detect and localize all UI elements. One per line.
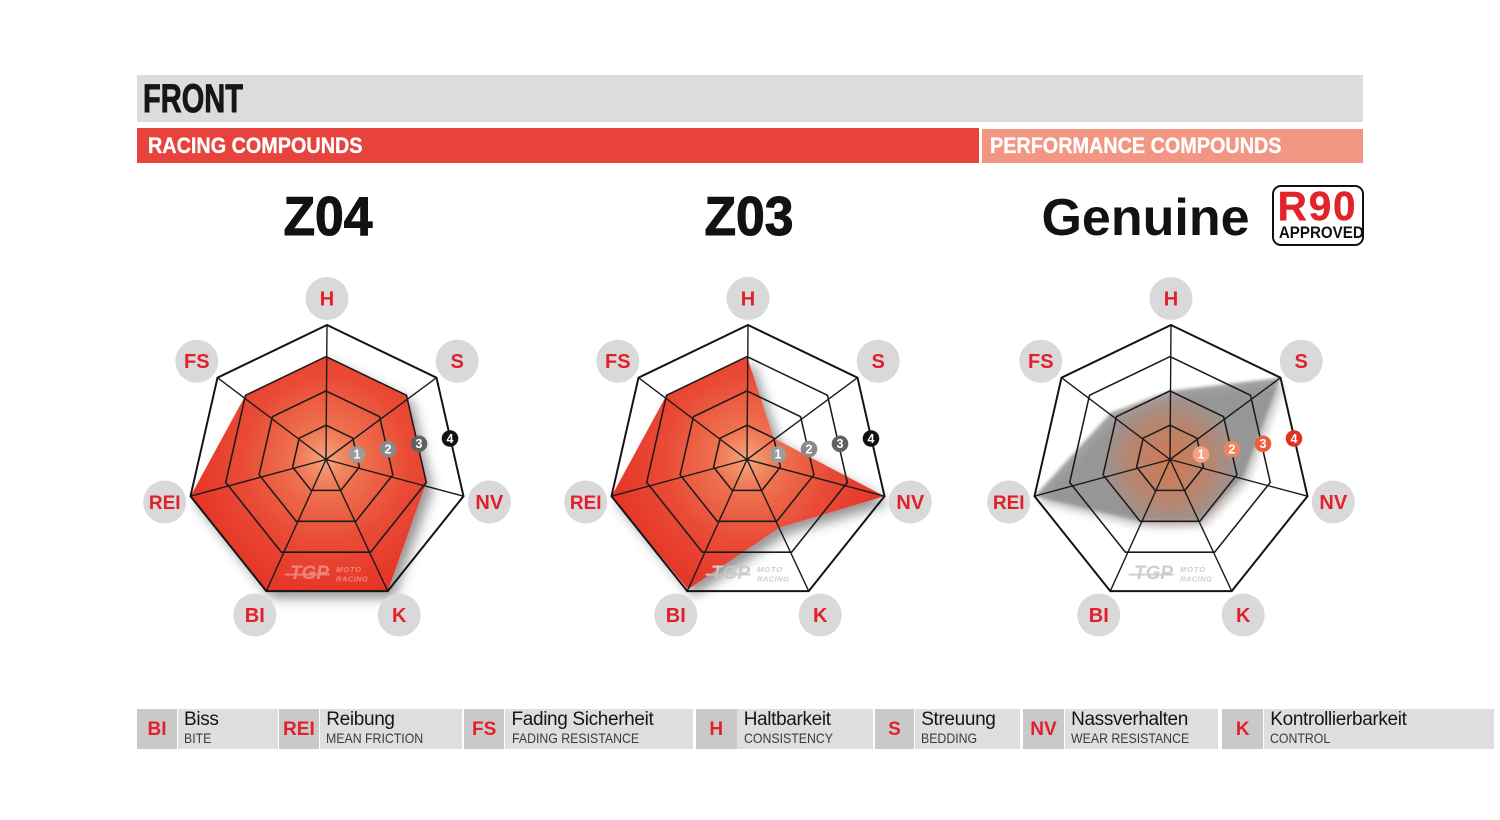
svg-text:1: 1 (354, 447, 361, 461)
svg-text:H: H (320, 288, 334, 310)
svg-text:2: 2 (806, 442, 813, 456)
svg-text:NV: NV (896, 492, 924, 514)
svg-text:BI: BI (666, 605, 686, 627)
svg-text:NV: NV (1319, 492, 1347, 514)
svg-text:4: 4 (1290, 431, 1297, 445)
svg-text:BI: BI (245, 605, 265, 627)
svg-text:RACING: RACING (1180, 574, 1212, 583)
svg-text:TGP: TGP (1134, 563, 1173, 584)
svg-text:FS: FS (1028, 351, 1054, 373)
svg-text:H: H (741, 288, 755, 310)
svg-text:MOTO: MOTO (1180, 565, 1206, 574)
svg-text:K: K (813, 605, 828, 627)
svg-text:TGP: TGP (290, 563, 329, 584)
svg-text:NV: NV (475, 492, 503, 514)
svg-text:2: 2 (1228, 442, 1235, 456)
svg-text:K: K (1236, 605, 1251, 627)
svg-text:S: S (872, 351, 885, 373)
svg-text:FS: FS (605, 351, 631, 373)
svg-text:MOTO: MOTO (757, 565, 783, 574)
svg-text:TGP: TGP (711, 563, 750, 584)
svg-text:MOTO: MOTO (336, 565, 362, 574)
svg-text:REI: REI (993, 493, 1025, 514)
svg-text:K: K (392, 605, 407, 627)
svg-text:3: 3 (837, 437, 844, 451)
svg-text:S: S (1294, 351, 1307, 373)
svg-text:REI: REI (570, 493, 602, 514)
svg-text:2: 2 (385, 442, 392, 456)
svg-text:4: 4 (868, 431, 875, 445)
svg-text:RACING: RACING (757, 574, 789, 583)
svg-text:FS: FS (184, 351, 210, 373)
svg-text:1: 1 (1197, 447, 1204, 461)
svg-text:1: 1 (775, 447, 782, 461)
svg-text:REI: REI (149, 493, 181, 514)
svg-text:BI: BI (1089, 605, 1109, 627)
svg-text:S: S (451, 351, 464, 373)
svg-text:3: 3 (416, 437, 423, 451)
svg-text:RACING: RACING (336, 574, 368, 583)
svg-text:4: 4 (447, 431, 454, 445)
svg-text:H: H (1164, 288, 1178, 310)
svg-text:3: 3 (1259, 437, 1266, 451)
